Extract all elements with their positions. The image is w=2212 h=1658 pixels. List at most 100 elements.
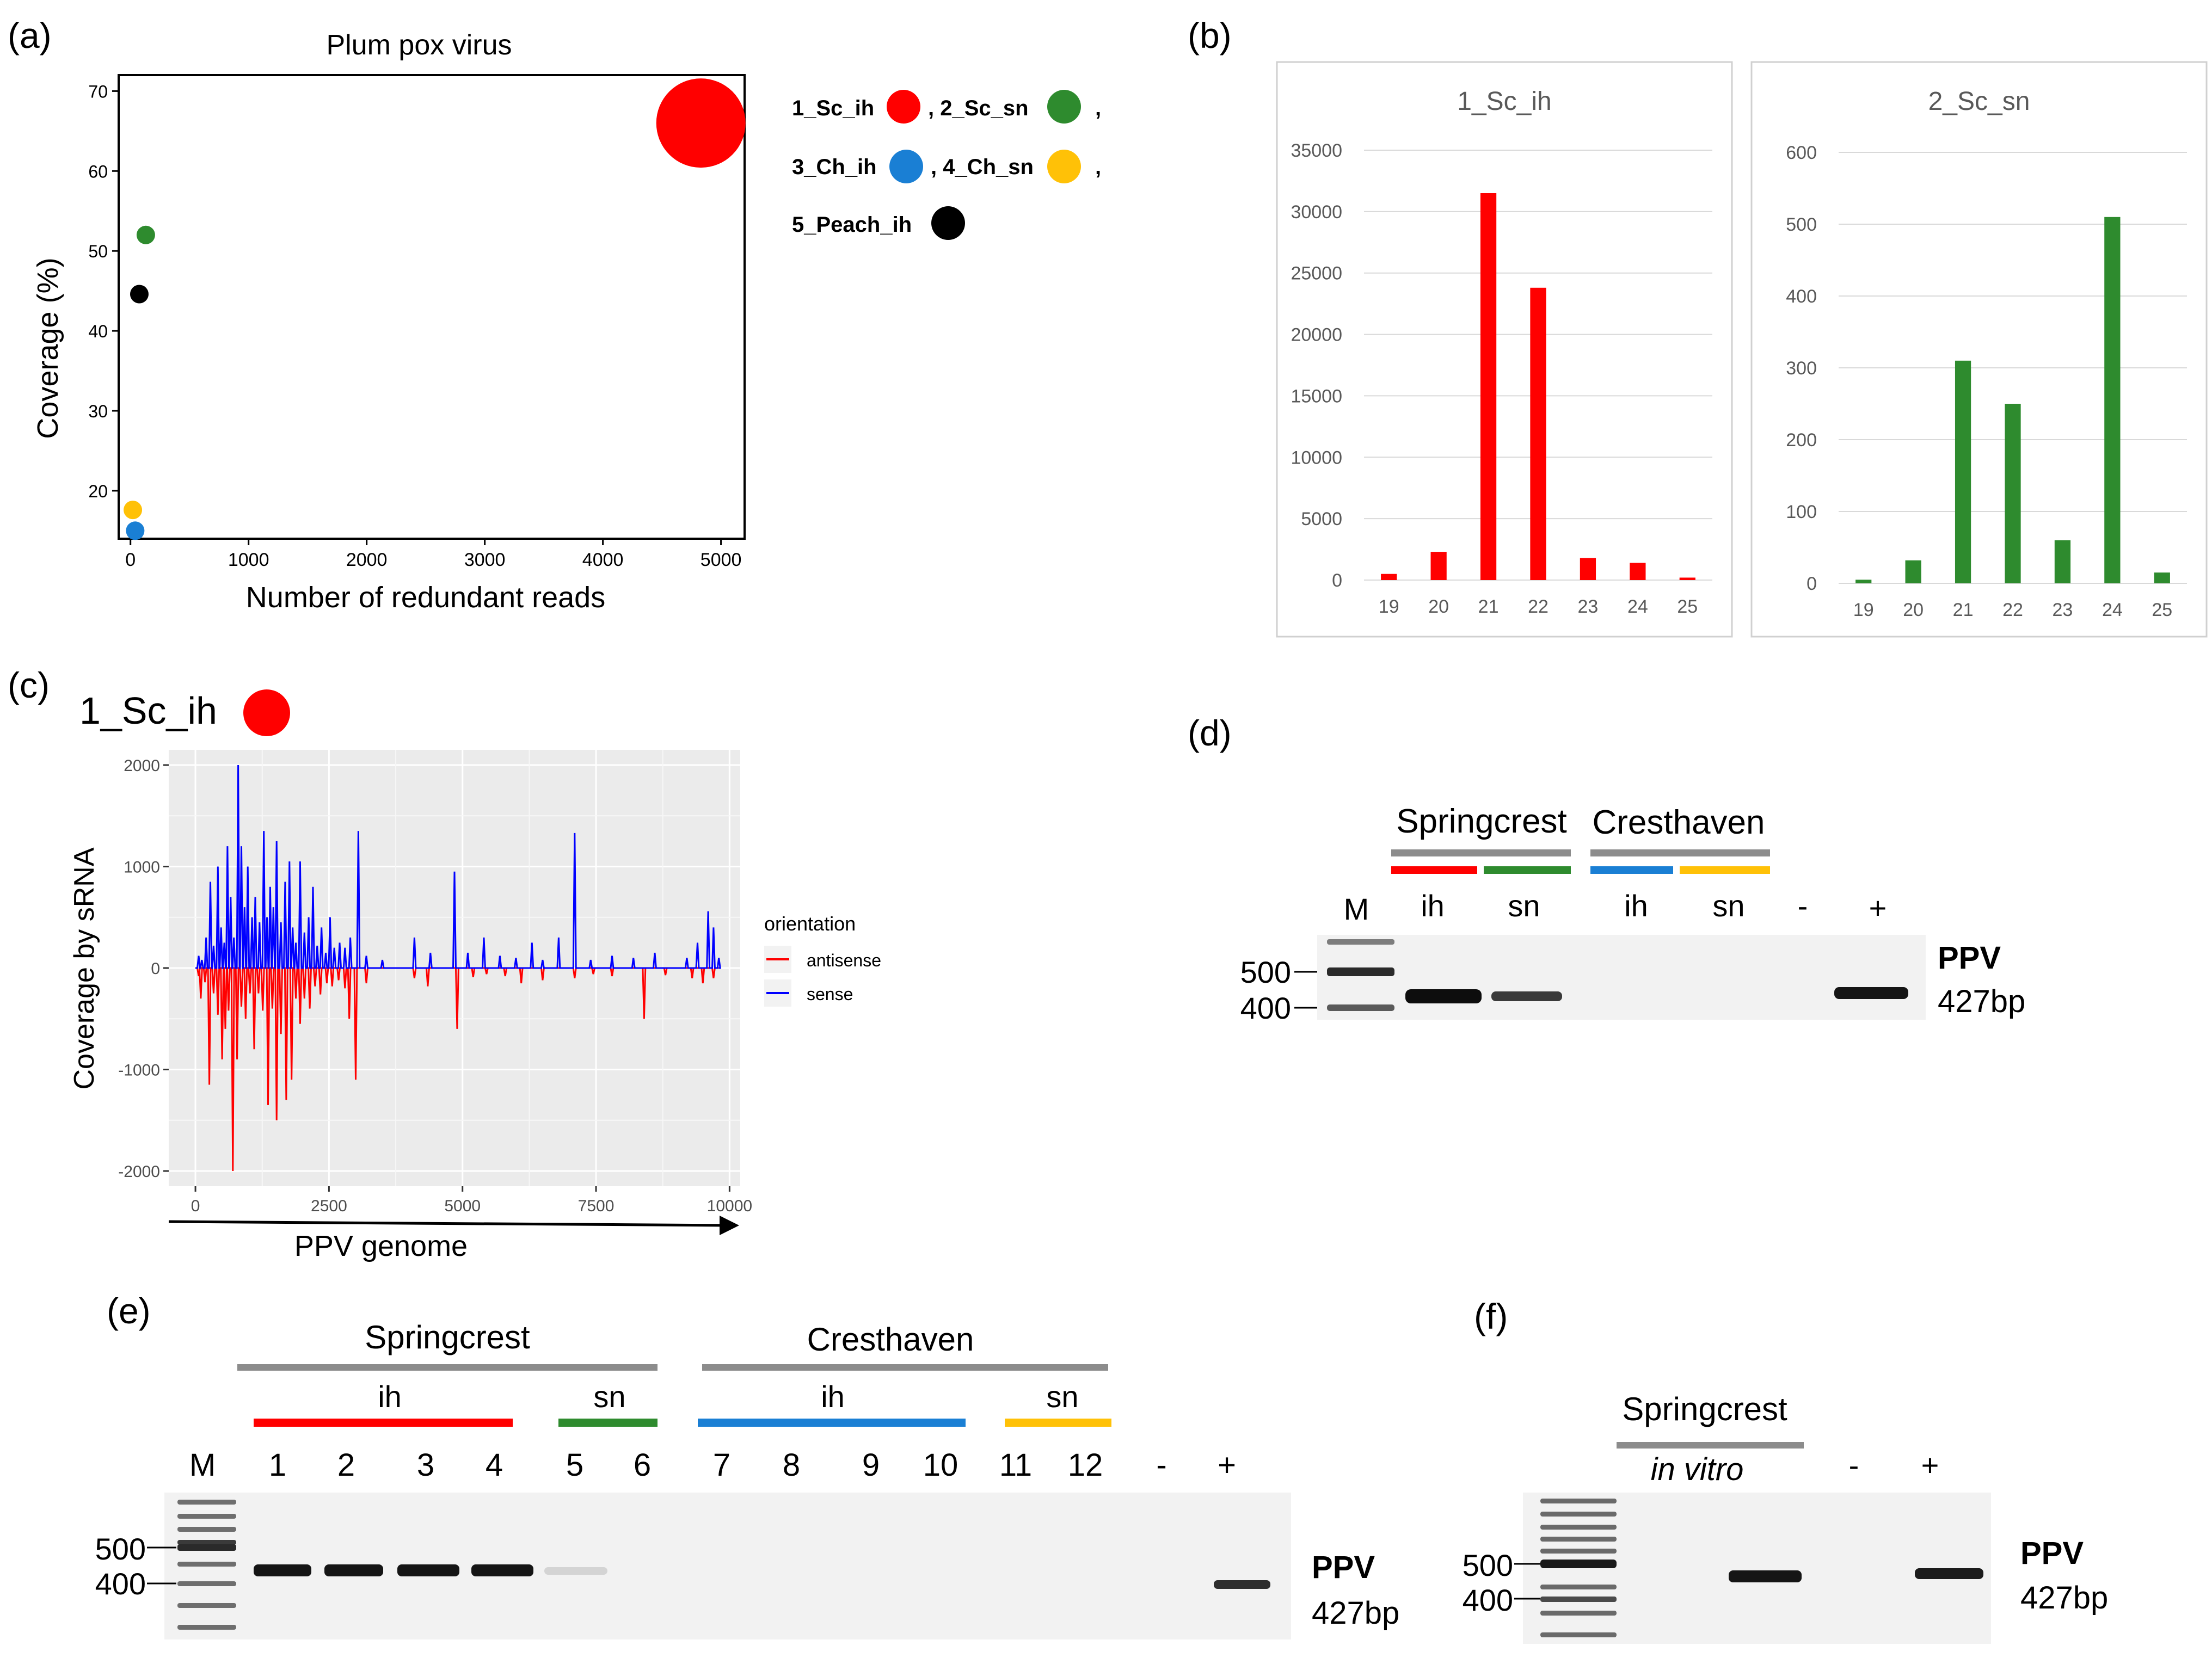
bar-chart-2: 0 100 200 300 400 500 600 19 20 21 22 23 24 25 (1786, 143, 2187, 620)
coverage-legend-antisense: antisense (807, 951, 881, 970)
panel-f-gel: Springcrest in vitro - + 500 400 PPV 427… (1463, 1391, 2108, 1644)
gel-e-lane-label: 3 (417, 1447, 434, 1483)
coverage-x-tick-label: 2500 (311, 1197, 347, 1215)
bar-y-tick-label: 20000 (1291, 325, 1342, 346)
gel-d-band-sc-sn (1491, 991, 1562, 1001)
bar-y-tick-label: 0 (1332, 570, 1342, 591)
gel-e-ladder-band (177, 1562, 236, 1567)
gel-f-ladder-band (1540, 1560, 1617, 1568)
bar-x-tick-label: 24 (1627, 596, 1648, 617)
scatter-x-tick-label: 0 (125, 550, 136, 570)
bar-y-tick-label: 15000 (1291, 386, 1342, 406)
legend-label-2: , 2_Sc_sn (928, 96, 1029, 120)
legend-label-1: 1_Sc_ih (792, 96, 874, 120)
bar-y-tick-label: 0 (1807, 574, 1817, 594)
gel-e-cultivar-1: Springcrest (365, 1319, 530, 1355)
gel-e-bar-sc-sn (558, 1419, 658, 1427)
scatter-y-ticks: 20 30 40 50 60 70 (88, 82, 119, 501)
bar-y-tick-label: 35000 (1291, 140, 1342, 161)
bar-chart-frame-1 (1276, 61, 1733, 638)
gel-e-ladder-band (177, 1514, 236, 1519)
gel-d-band-sc-ih (1405, 989, 1482, 1003)
bar-y-tick-label: 100 (1786, 502, 1817, 522)
gel-e-lane-label: 6 (634, 1447, 651, 1483)
gel-e-marker-400: 400 (95, 1567, 146, 1601)
legend-label-4: , 4_Ch_sn (931, 155, 1034, 179)
gel-f-lane-pos: + (1921, 1448, 1939, 1482)
gel-e-bar-ch-sn (1005, 1419, 1111, 1427)
bar-x-tick-label: 21 (1478, 596, 1499, 617)
bar-19 (1381, 574, 1397, 580)
gel-f-ladder (1540, 1499, 1617, 1637)
coverage-legend-title: orientation (764, 913, 856, 935)
scatter-plot-area (118, 74, 746, 540)
coverage-y-tick-label: 0 (151, 960, 160, 978)
bar-x-tick-label: 22 (1528, 596, 1549, 617)
gel-f-ladder-band (1540, 1549, 1617, 1554)
gel-d-lane-3: ih (1624, 889, 1648, 923)
bar-y-tick-label: 400 (1786, 286, 1817, 307)
gel-d-ladder-band (1327, 939, 1394, 945)
bar-y-tick-label: 500 (1786, 214, 1817, 235)
scatter-point-4_Ch_sn (124, 501, 143, 520)
scatter-x-tick-label: 4000 (582, 550, 624, 570)
scatter-point-2_Sc_sn (136, 225, 155, 244)
scatter-x-tick-label: 3000 (464, 550, 506, 570)
gel-d-bar-cresthaven (1590, 849, 1770, 856)
gel-e-lane-label: 10 (923, 1447, 958, 1483)
coverage-y-ticks: -2000 -1000 0 1000 2000 (118, 757, 169, 1181)
gel-f-lane-neg: - (1849, 1448, 1859, 1482)
scatter-x-tick-label: 5000 (701, 550, 742, 570)
bar-chart-frame-2 (1750, 61, 2208, 638)
scatter-point-1_Sc_ih (656, 78, 746, 168)
panel-c-coverage: 1_Sc_ih 0 2500 5000 7500 10000 -2000 -1000 0 10… (69, 689, 881, 1262)
gel-f-ladder-band (1540, 1597, 1617, 1602)
gel-e-band-2 (324, 1564, 383, 1576)
bar-chart-title-1: 1_Sc_ih (1457, 87, 1551, 116)
gel-e-bar-cresthaven (702, 1364, 1108, 1371)
gel-e-lane-label: 2 (337, 1447, 355, 1483)
gel-e-lane-label: 7 (713, 1447, 730, 1483)
coverage-y-tick-label: -1000 (118, 1062, 160, 1080)
gel-e-bar-ch-ih (698, 1419, 966, 1427)
bar-y-tick-label: 600 (1786, 143, 1817, 163)
gel-e-target: PPV (1312, 1550, 1375, 1585)
panel-label-a: (a) (8, 15, 52, 56)
gel-e-lane-label: 1 (269, 1447, 286, 1483)
gel-f-ladder-band (1540, 1585, 1617, 1589)
panel-label-e: (e) (107, 1291, 151, 1331)
gel-d-ladder-band (1327, 1004, 1394, 1011)
coverage-x-tick-label: 0 (191, 1197, 200, 1215)
legend-swatch-5 (931, 206, 965, 240)
coverage-series (195, 765, 721, 1172)
bar-x-tick-label: 23 (1578, 596, 1599, 617)
scatter-y-tick-label: 70 (88, 82, 108, 101)
gel-d-lane-m: M (1344, 892, 1369, 926)
scatter-title: Plum pox virus (327, 29, 512, 61)
gel-e-lane-label: - (1156, 1447, 1166, 1483)
legend-swatch-2 (1047, 90, 1081, 124)
panel-label-d: (d) (1188, 713, 1232, 753)
bar-x-tick-label: 25 (2152, 600, 2172, 620)
gel-d-target: PPV (1938, 940, 2001, 976)
gel-e-lane-label: 8 (783, 1447, 800, 1483)
bar-22 (1530, 287, 1546, 580)
gel-e-lane-labels: M 1 2 3 4 5 6 7 8 9 10 11 12- + (189, 1447, 1236, 1483)
scatter-x-ticks: 0 1000 2000 3000 4000 5000 (125, 539, 741, 570)
bar-x-tick-label: 23 (2053, 600, 2073, 620)
gel-e-group-1: ih (378, 1379, 402, 1414)
bar-22 (2005, 404, 2021, 583)
gel-e-ladder-band (177, 1581, 236, 1586)
panel-b-bar-charts: 1_Sc_ih 05000100001500020000250003000035… (1276, 61, 2208, 638)
gel-e-lane-label: M (189, 1447, 216, 1483)
scatter-y-tick-label: 20 (88, 482, 108, 501)
gel-e-bar-springcrest (237, 1364, 658, 1371)
scatter-x-label: Number of redundant reads (246, 581, 605, 614)
gel-e-ladder-band (177, 1527, 236, 1532)
bar-y-tick-label: 200 (1786, 430, 1817, 451)
gel-d-bar-sc-ih (1391, 866, 1477, 874)
gel-e-band-3 (397, 1564, 459, 1576)
bar-x-tick-label: 21 (1953, 600, 1974, 620)
bar-y-tick-label: 10000 (1291, 447, 1342, 468)
